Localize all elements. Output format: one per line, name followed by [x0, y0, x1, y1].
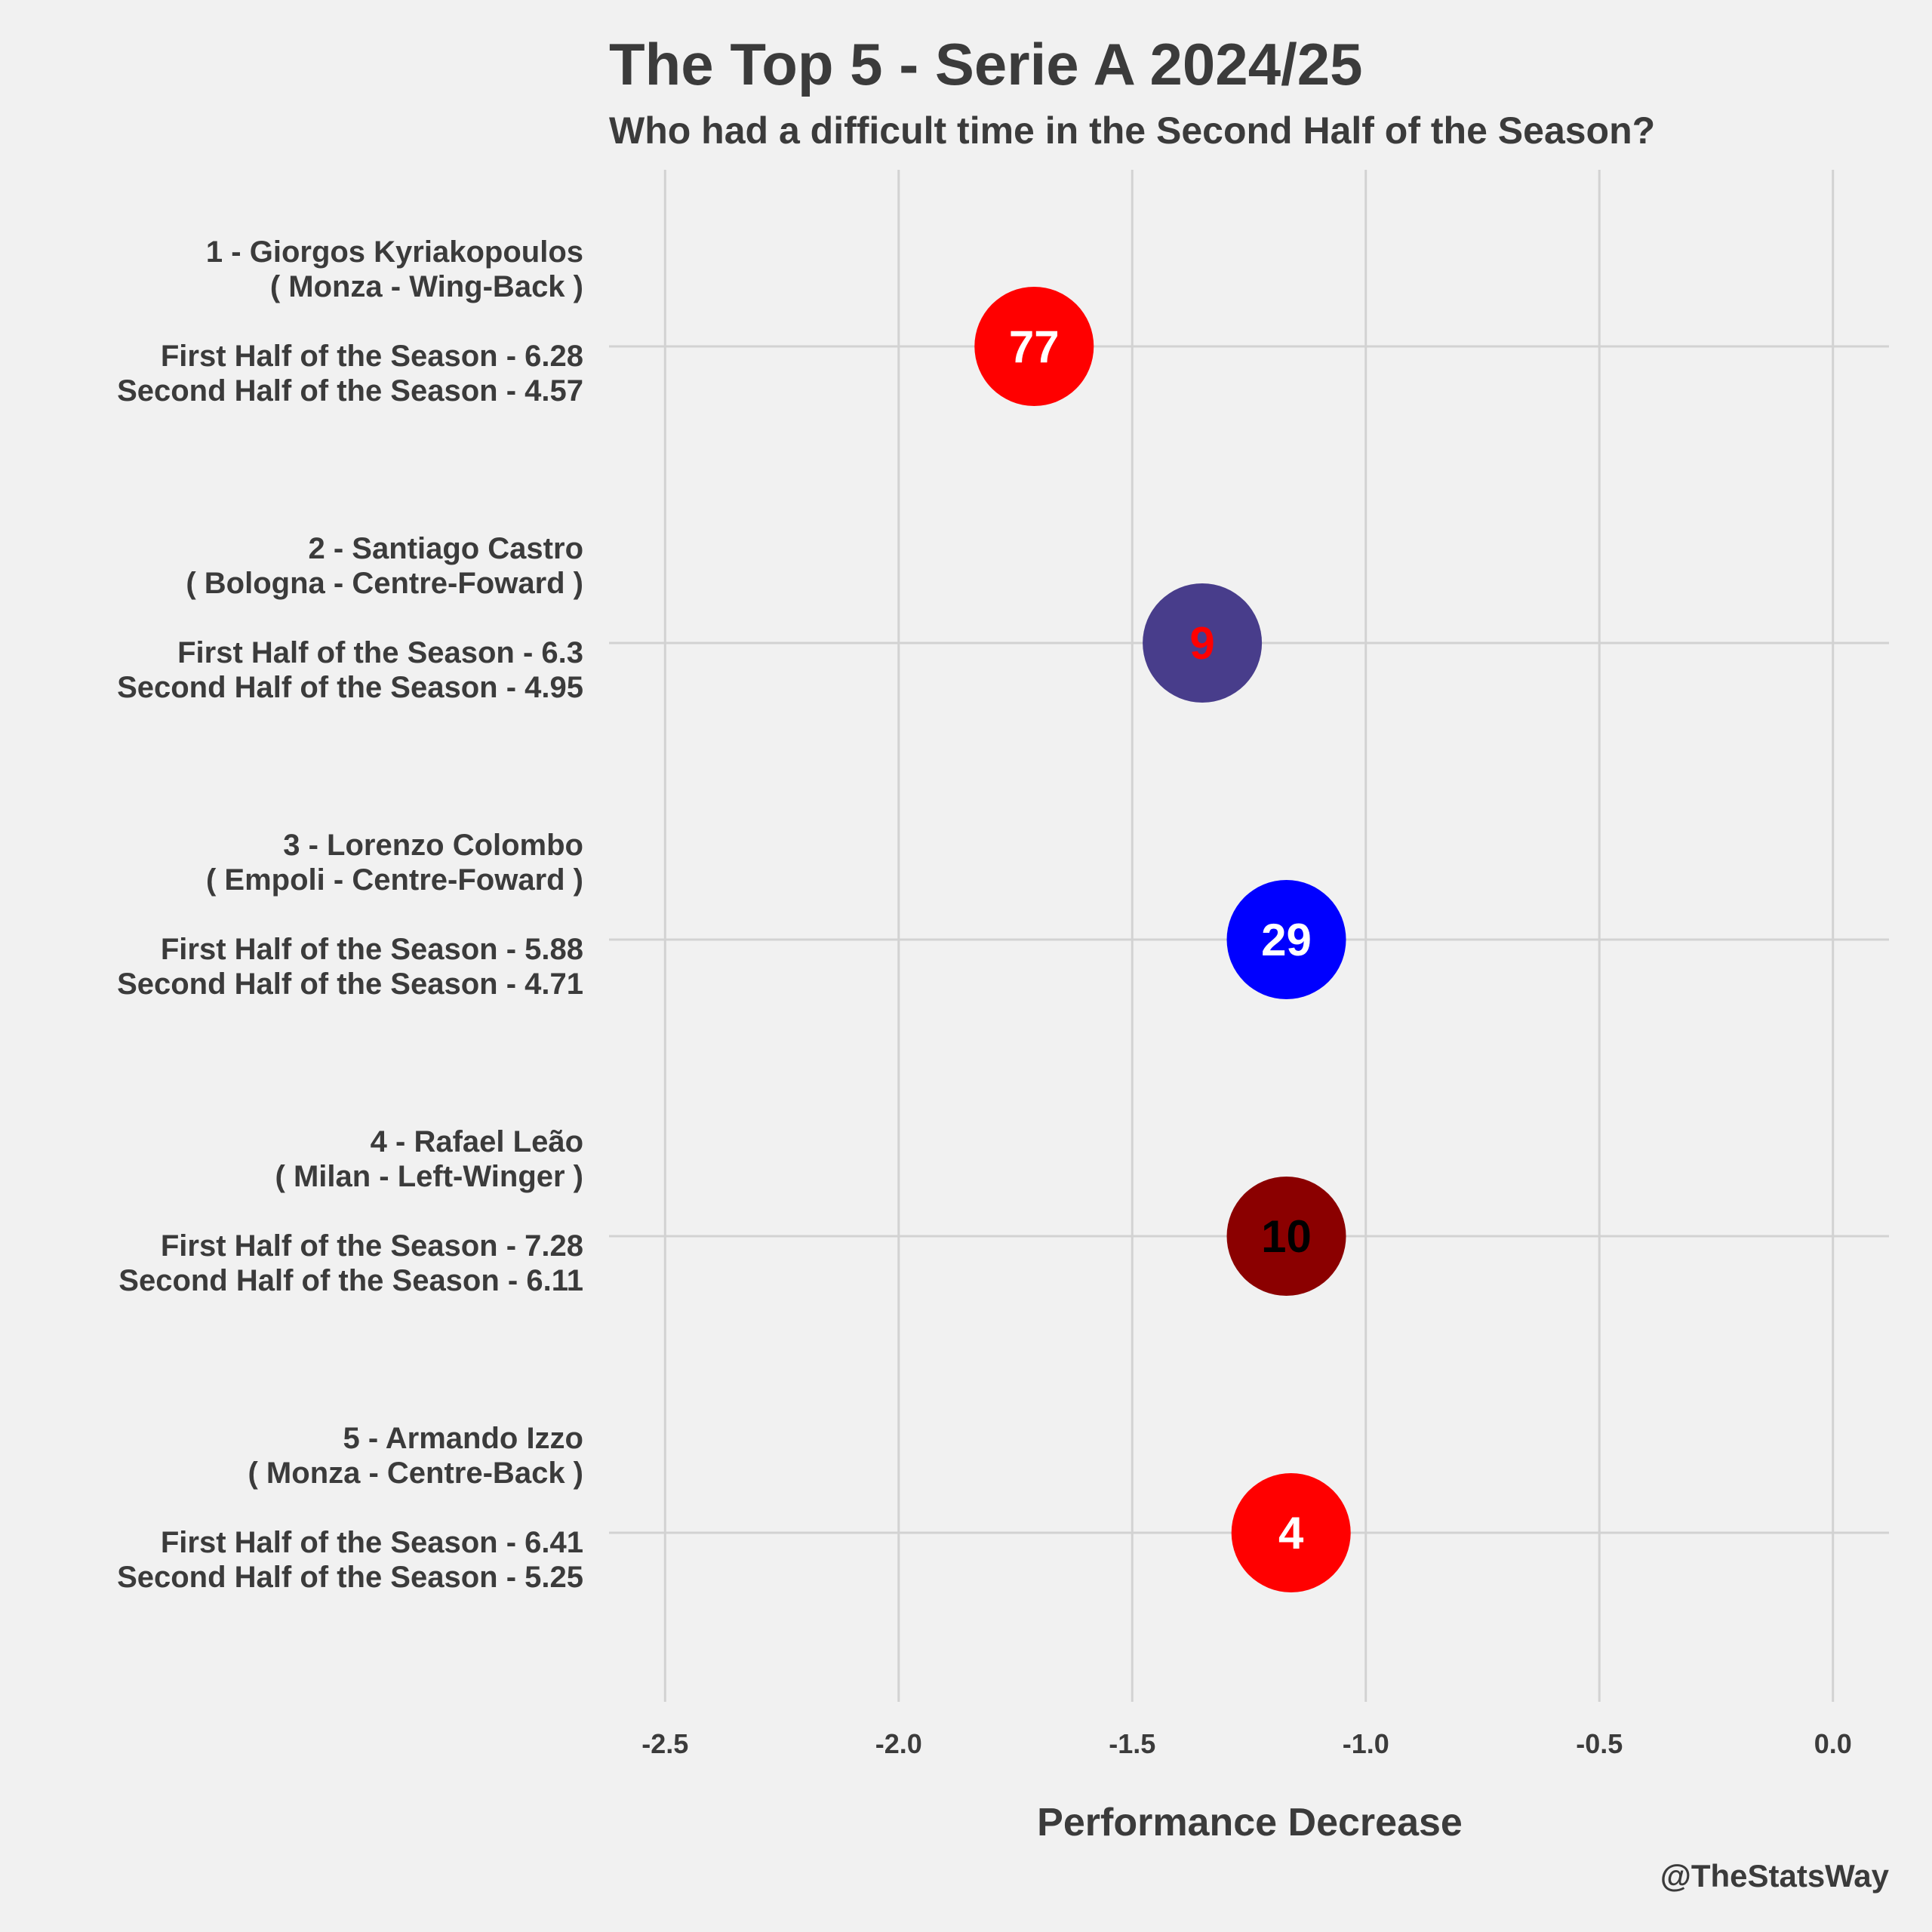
player-name-label: 2 - Santiago Castro [308, 532, 583, 565]
player-first-half-label: First Half of the Season - 6.28 [161, 340, 583, 373]
player-first-half-label: First Half of the Season - 6.41 [161, 1526, 583, 1559]
player-shirt-number: 4 [1278, 1508, 1304, 1558]
player-second-half-label: Second Half of the Season - 4.57 [117, 374, 583, 408]
x-tick-label: -0.5 [1576, 1728, 1623, 1759]
player-first-half-label: First Half of the Season - 7.28 [161, 1229, 583, 1263]
x-tick-label: -1.0 [1343, 1728, 1389, 1759]
player-shirt-number: 10 [1261, 1211, 1312, 1262]
player-second-half-label: Second Half of the Season - 5.25 [117, 1561, 583, 1594]
player-team-role-label: ( Empoli - Centre-Foward ) [206, 863, 583, 897]
data-points: 77 9 29 10 4 [974, 287, 1351, 1592]
x-tick-label: 0.0 [1814, 1728, 1852, 1759]
x-tick-label: -1.5 [1109, 1728, 1155, 1759]
player-team-role-label: ( Milan - Left-Winger ) [275, 1160, 583, 1193]
player-point [1226, 1177, 1346, 1296]
chart-subtitle: Who had a difficult time in the Second H… [609, 109, 1655, 152]
player-first-half-label: First Half of the Season - 6.3 [177, 636, 583, 669]
player-first-half-label: First Half of the Season - 5.88 [161, 933, 583, 966]
x-tick-label: -2.5 [641, 1728, 688, 1759]
player-team-role-label: ( Monza - Wing-Back ) [270, 270, 583, 303]
x-axis-label: Performance Decrease [1037, 1801, 1463, 1844]
player-point [1226, 880, 1346, 999]
player-second-half-label: Second Half of the Season - 6.11 [118, 1264, 583, 1297]
player-name-label: 3 - Lorenzo Colombo [283, 829, 583, 862]
player-second-half-label: Second Half of the Season - 4.95 [117, 671, 583, 704]
player-name-label: 1 - Giorgos Kyriakopoulos [206, 235, 583, 269]
player-name-label: 5 - Armando Izzo [343, 1422, 583, 1455]
player-team-role-label: ( Bologna - Centre-Foward ) [186, 567, 583, 600]
player-shirt-number: 77 [1009, 321, 1060, 372]
player-shirt-number: 29 [1261, 915, 1312, 965]
x-axis-ticks: -2.5 -2.0 -1.5 -1.0 -0.5 0.0 [641, 1728, 1851, 1759]
player-point [1231, 1473, 1351, 1592]
y-axis-labels: 1 - Giorgos Kyriakopoulos( Monza - Wing-… [117, 235, 583, 1594]
player-point [1143, 583, 1263, 703]
x-gridlines [663, 170, 1835, 1702]
player-second-half-label: Second Half of the Season - 4.71 [117, 968, 583, 1001]
player-name-label: 4 - Rafael Leão [371, 1125, 583, 1158]
credit-text: @TheStatsWay [1660, 1858, 1890, 1894]
player-shirt-number: 9 [1189, 618, 1214, 669]
player-point [974, 287, 1094, 406]
x-tick-label: -2.0 [875, 1728, 922, 1759]
chart-title: The Top 5 - Serie A 2024/25 [609, 31, 1363, 97]
player-team-role-label: ( Monza - Centre-Back ) [248, 1457, 584, 1490]
